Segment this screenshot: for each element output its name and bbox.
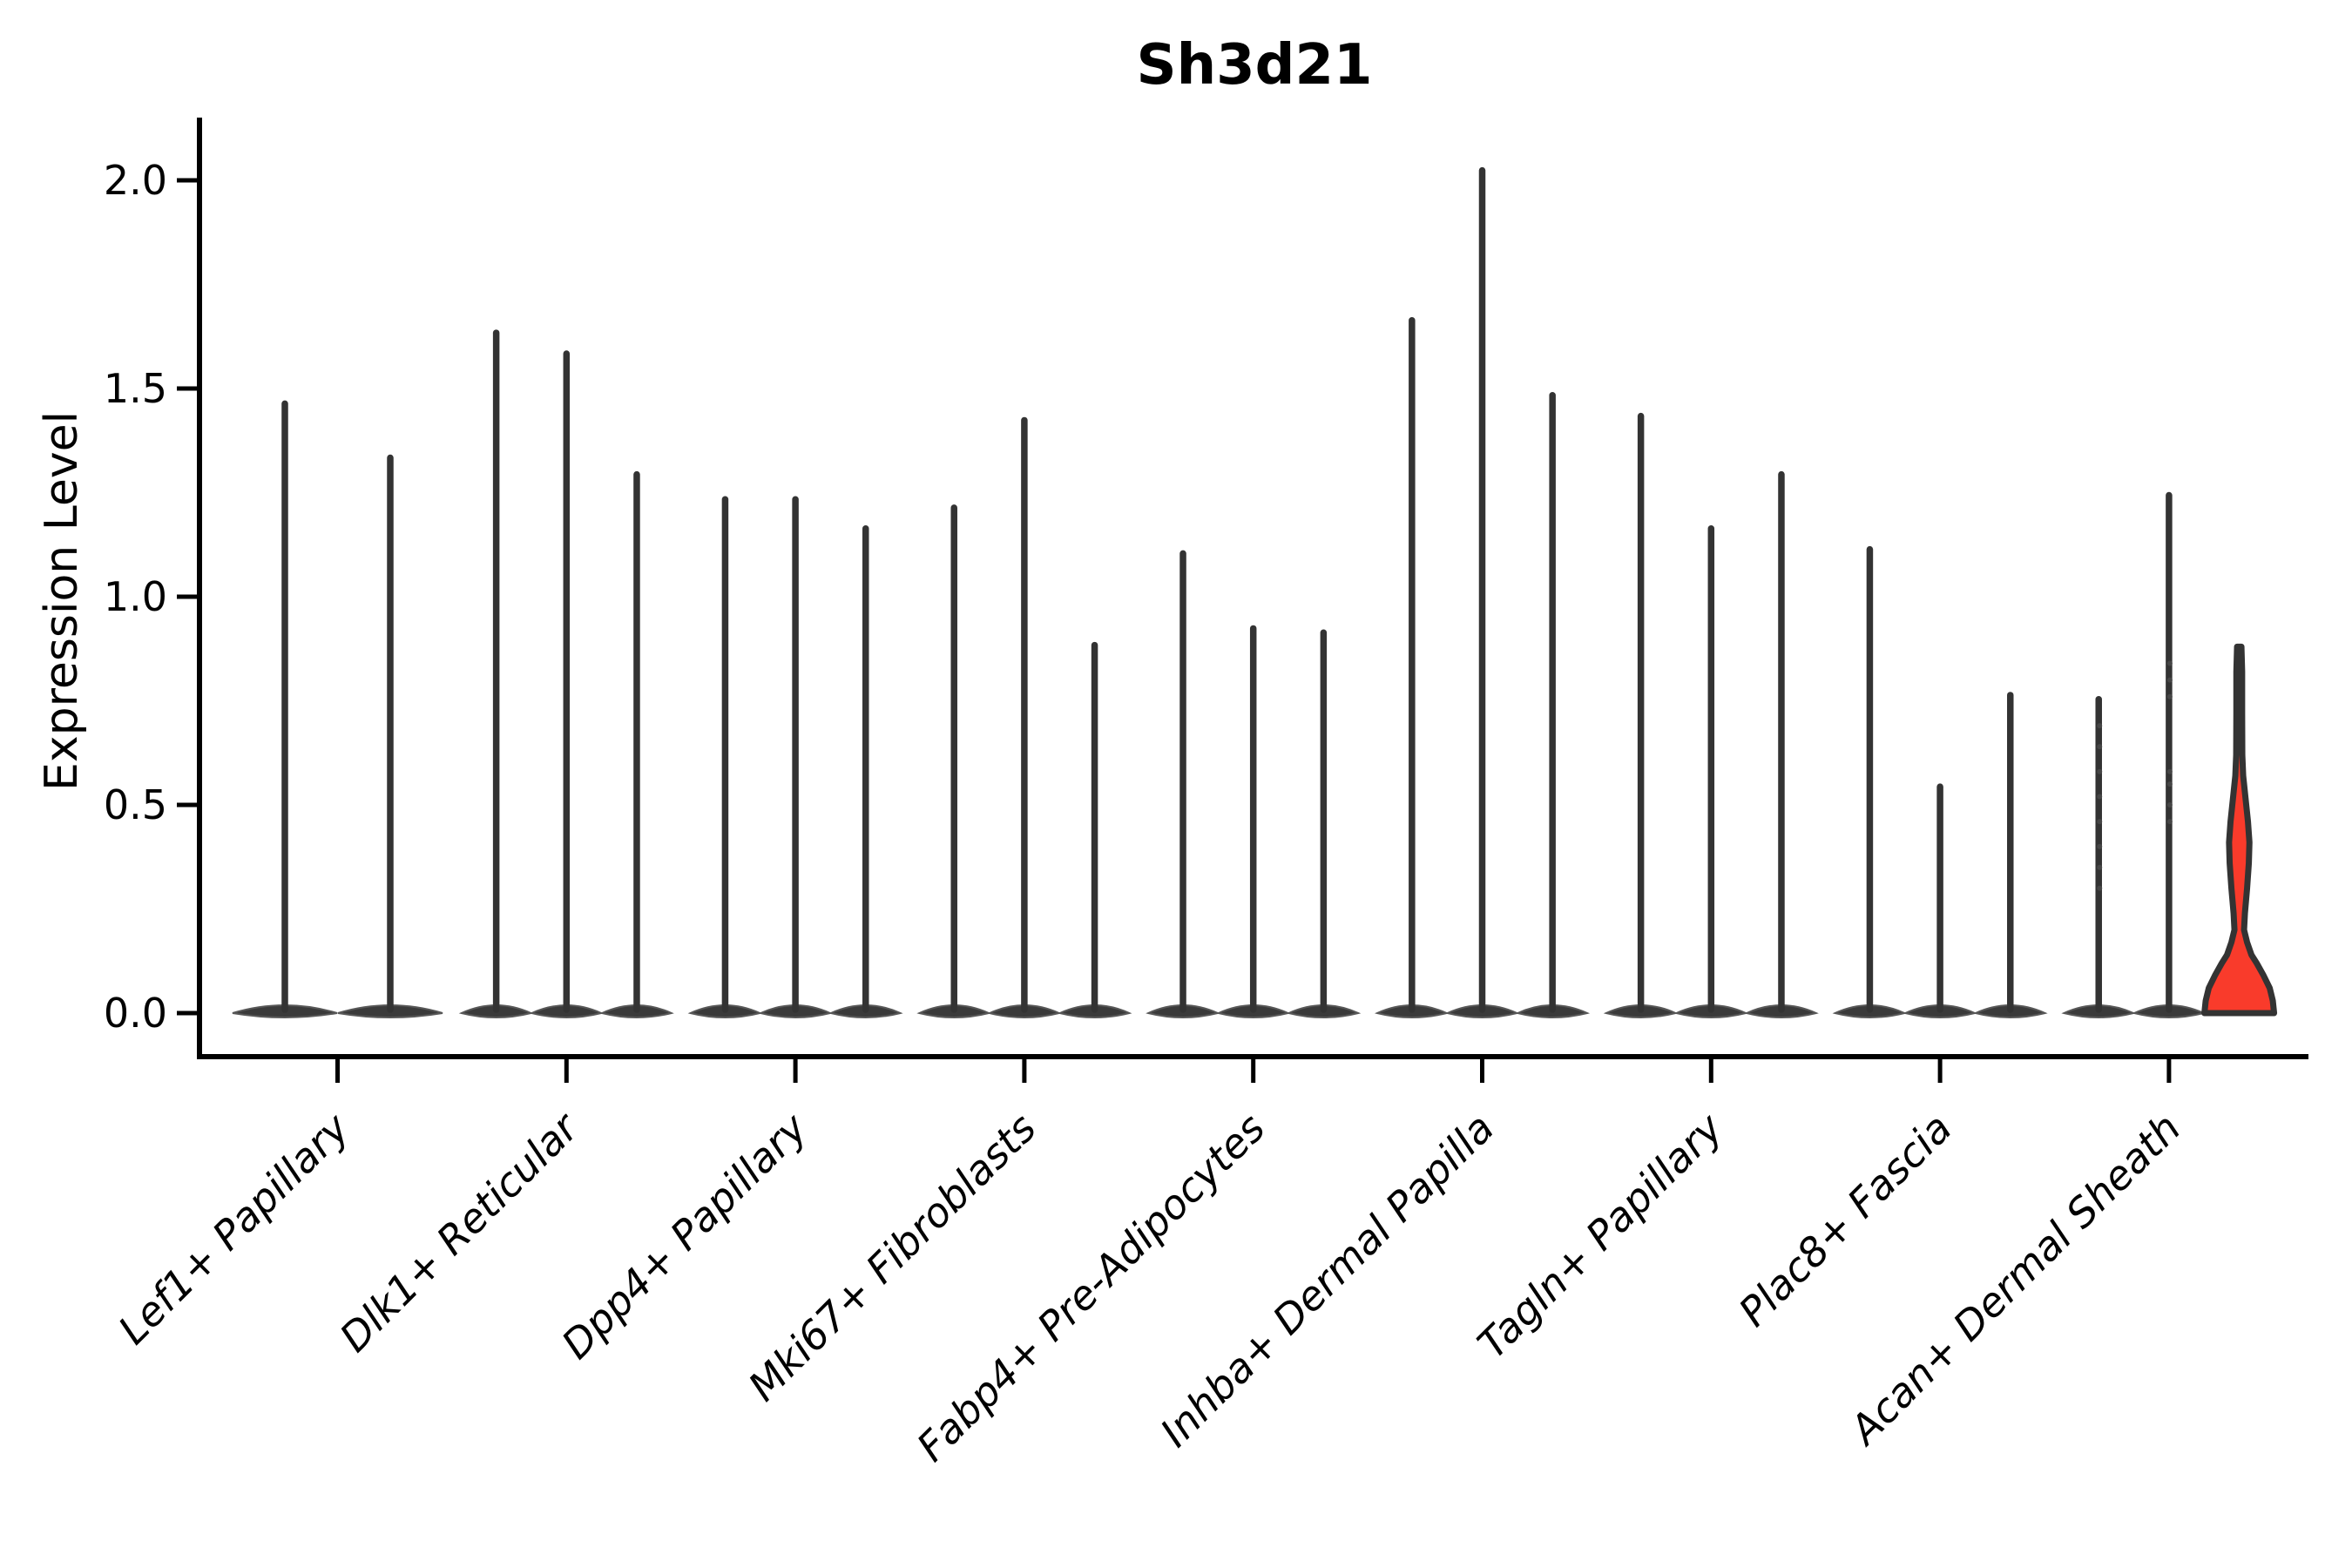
violin-7-0 bbox=[1832, 545, 1908, 1019]
x-tick-label-6: Tagln+ Papillary bbox=[1469, 1104, 1733, 1368]
x-tick-label-1: Dlk1+ Reticular bbox=[330, 1102, 589, 1361]
expression-dot bbox=[2097, 885, 2103, 891]
violin-8-2 bbox=[2201, 643, 2278, 1017]
violin-0-1 bbox=[337, 454, 443, 1019]
violin-1-2 bbox=[599, 470, 674, 1019]
violin-2-1 bbox=[758, 496, 833, 1019]
x-tick-label-7: Plac8+ Fascia bbox=[1729, 1105, 1960, 1335]
expression-dot bbox=[2097, 794, 2103, 800]
violin-4-0 bbox=[1146, 550, 1220, 1019]
x-tick-label-0: Lef1+ Papillary bbox=[109, 1104, 358, 1353]
violin-4-2 bbox=[1286, 629, 1362, 1019]
expression-dot bbox=[2166, 781, 2173, 787]
violin-0-0 bbox=[232, 400, 338, 1019]
violin-3-1 bbox=[987, 416, 1062, 1019]
violin-6-1 bbox=[1673, 524, 1749, 1019]
expression-dot bbox=[2097, 723, 2103, 729]
violin-2-0 bbox=[687, 496, 763, 1019]
violin-6-0 bbox=[1603, 412, 1679, 1019]
y-tick-label-3: 1.5 bbox=[104, 365, 167, 412]
expression-dot bbox=[2097, 819, 2103, 825]
expression-dot bbox=[2097, 768, 2103, 774]
violin-5-1 bbox=[1444, 166, 1520, 1019]
violin-3-2 bbox=[1057, 641, 1132, 1019]
expression-dot bbox=[2097, 744, 2103, 750]
expression-dot bbox=[2166, 768, 2173, 774]
y-axis-label: Expression Level bbox=[36, 411, 88, 791]
violin-1-0 bbox=[458, 329, 534, 1019]
highlight-violin bbox=[2201, 643, 2278, 1017]
violin-8-1 bbox=[2132, 491, 2207, 1019]
x-tick-label-2: Dpp4+ Papillary bbox=[552, 1104, 816, 1368]
y-tick-label-1: 0.5 bbox=[104, 781, 167, 828]
violin-3-0 bbox=[916, 504, 992, 1019]
chart-title: Sh3d21 bbox=[1136, 33, 1372, 98]
expression-dot bbox=[2166, 819, 2173, 825]
expression-dot bbox=[2166, 660, 2173, 666]
expression-dot bbox=[2166, 802, 2173, 808]
violin-2-2 bbox=[828, 524, 903, 1019]
violin-8-0 bbox=[2061, 695, 2137, 1019]
violin-1-1 bbox=[529, 350, 605, 1019]
expression-dot bbox=[2097, 843, 2103, 849]
violin-5-2 bbox=[1515, 392, 1591, 1019]
violin-5-0 bbox=[1374, 316, 1450, 1019]
expression-dot bbox=[2166, 677, 2173, 683]
violin-6-2 bbox=[1744, 470, 1819, 1019]
violin-7-2 bbox=[1972, 692, 2048, 1019]
y-tick-label-2: 1.0 bbox=[104, 573, 167, 620]
expression-dot bbox=[2097, 864, 2103, 870]
y-tick-label-4: 2.0 bbox=[104, 157, 167, 204]
y-tick-label-0: 0.0 bbox=[104, 990, 167, 1037]
violin-4-1 bbox=[1215, 625, 1291, 1019]
expression-dot bbox=[2166, 693, 2173, 700]
violin-7-1 bbox=[1903, 783, 1977, 1019]
